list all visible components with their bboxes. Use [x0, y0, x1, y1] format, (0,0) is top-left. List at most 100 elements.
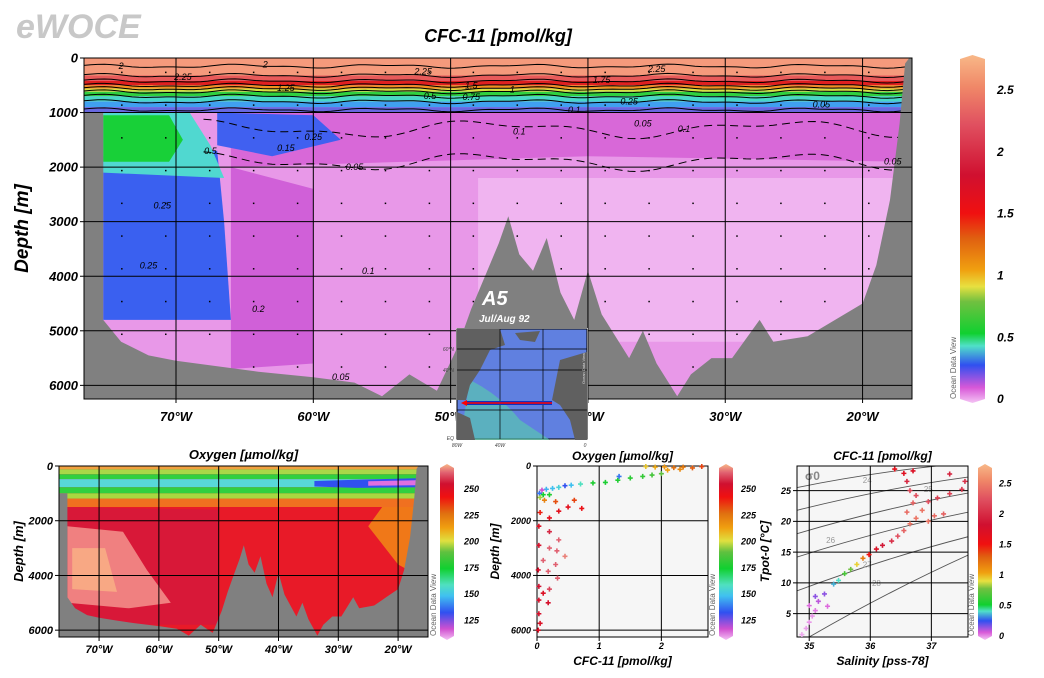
colorbar-tick-label: 1.5	[997, 207, 1014, 221]
station-sample-dot	[165, 71, 167, 74]
station-sample-dot	[516, 202, 519, 205]
inset-lon-label: 0	[584, 443, 587, 449]
station-sample-dot	[208, 300, 211, 303]
colorbar	[440, 464, 454, 640]
y-tick-label: 0	[71, 51, 79, 66]
data-point	[680, 464, 686, 470]
station-sample-dot	[252, 137, 255, 139]
station-sample-dot	[428, 268, 431, 270]
contour-label: 0.1	[513, 127, 526, 137]
x-tick-label: 2	[658, 641, 664, 651]
inset-land-south-america	[457, 412, 475, 440]
field-band	[84, 96, 912, 102]
field-west-magenta	[230, 167, 314, 369]
data-point	[535, 567, 541, 573]
station-sample-dot	[736, 137, 738, 139]
field-west-blue	[103, 150, 231, 320]
colorbar-tick-label: 175	[741, 563, 757, 573]
colorbar-tick-label: 150	[741, 589, 756, 599]
bathymetry	[59, 466, 428, 637]
inset-lat-label: 40°N	[443, 368, 455, 374]
data-point	[836, 577, 842, 583]
data-point	[562, 553, 568, 559]
station-sample-dot	[252, 333, 255, 336]
ewoce-logo: eWOCE	[16, 8, 141, 46]
station-sample-dot	[736, 300, 738, 303]
ocean-data-view-watermark: Ocean Data View	[949, 337, 958, 399]
colorbar-tick-label: 0.5	[997, 330, 1014, 344]
data-point	[803, 625, 809, 631]
station-sample-dot	[868, 268, 870, 270]
station-sample-dot	[428, 202, 431, 205]
inset-lon-label: 80W	[452, 443, 464, 449]
colorbar-tick-label: 0.5	[999, 601, 1013, 611]
x-tick-label: 40°W	[264, 644, 294, 656]
data-point	[892, 466, 898, 472]
station-sample-dot	[165, 169, 167, 172]
x-tick-label: 20°W	[384, 644, 414, 656]
station-sample-dot	[296, 300, 299, 303]
station-sample-dot	[780, 202, 782, 205]
data-point	[880, 542, 885, 548]
colorbar-tick-label: 1	[997, 269, 1004, 283]
x-tick-label: 37	[926, 641, 937, 651]
isopycnal-label: 27	[863, 560, 872, 569]
data-point	[546, 492, 552, 498]
contour-label: 0.5	[424, 91, 438, 101]
station-sample-dot	[340, 300, 343, 303]
data-point	[821, 591, 827, 597]
station-sample-dot	[824, 268, 826, 270]
data-point	[602, 479, 608, 485]
data-point	[799, 632, 805, 638]
data-point	[643, 464, 649, 470]
station-sample-dot	[121, 202, 123, 205]
station-sample-dot	[472, 137, 475, 139]
y-tick-label: 2000	[28, 516, 54, 528]
station-sample-dot	[121, 169, 123, 172]
station-sample-dot	[340, 137, 343, 139]
data-point	[665, 467, 671, 473]
station-sample-dot	[868, 169, 870, 172]
station-sample-dot	[252, 300, 255, 303]
data-points	[535, 464, 705, 633]
chart-title: CFC-11 [pmol/kg]	[833, 449, 932, 463]
contour-line	[84, 89, 908, 95]
station-sample-dot	[208, 235, 211, 237]
contour-line	[84, 78, 908, 84]
data-point	[568, 482, 574, 488]
colorbar-tick-label: 2.5	[998, 478, 1013, 488]
contour-line-dashed	[203, 151, 904, 173]
station-sample-dot	[736, 169, 738, 172]
contour-label: 1.5	[465, 80, 479, 90]
station-sample-dot	[472, 71, 475, 74]
colorbar-tick-label: 0	[997, 392, 1004, 406]
colorbar-tick-label: 200	[740, 537, 756, 547]
station-sample-dot	[252, 169, 255, 172]
station-sample-dot	[692, 300, 694, 303]
station-sample-dot	[165, 333, 167, 336]
colorbar-tick-label: 1	[999, 570, 1004, 580]
y-tick-label: 10	[781, 578, 791, 588]
data-point	[627, 475, 633, 481]
station-sample-dot	[296, 137, 299, 139]
station-sample-dot	[736, 71, 738, 74]
field-band	[59, 493, 428, 499]
station-sample-dot	[648, 202, 650, 205]
data-point	[536, 583, 542, 589]
station-sample-dot	[296, 104, 299, 106]
station-sample-dot	[692, 366, 694, 368]
station-sample-dot	[121, 104, 123, 106]
station-sample-dot	[560, 71, 562, 74]
data-point	[860, 555, 866, 561]
x-tick-label: 1	[597, 641, 602, 651]
data-point	[806, 619, 812, 625]
data-point	[537, 494, 543, 500]
station-sample-dot	[121, 71, 123, 74]
station-sample-dot	[868, 235, 870, 237]
station-sample-dot	[472, 104, 475, 106]
station-sample-dot	[736, 268, 738, 270]
station-sample-dot	[384, 268, 387, 270]
y-tick-label: 0	[47, 461, 54, 473]
station-sample-dot	[516, 235, 519, 237]
station-sample-dot	[296, 333, 299, 336]
